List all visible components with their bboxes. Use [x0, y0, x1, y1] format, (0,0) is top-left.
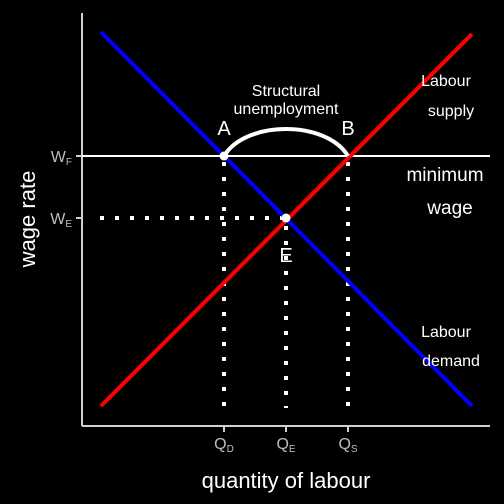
structural-unemployment-label-line1: Structural — [252, 83, 320, 100]
labour-supply-label-line2: supply — [428, 103, 474, 120]
point-a-marker — [219, 151, 229, 161]
point-e-marker — [281, 213, 291, 223]
minimum-wage-label-line1: minimum — [406, 165, 483, 186]
x-tick-qe: QE — [276, 436, 295, 455]
x-axis-title: quantity of labour — [202, 468, 371, 493]
y-tick-we: WE — [50, 211, 72, 230]
minimum-wage-label-line2: wage — [426, 198, 472, 219]
y-tick-wf: WF — [51, 149, 72, 168]
point-b-label: B — [341, 118, 354, 140]
point-a-label: A — [217, 118, 231, 140]
labour-demand-label-line2: demand — [422, 353, 480, 370]
y-axis-title: wage rate — [15, 171, 40, 269]
x-tick-qd: QD — [214, 436, 234, 455]
structural-unemployment-label-line2: unemployment — [234, 101, 340, 118]
labour-demand-label-line1: Labour — [421, 324, 471, 341]
x-tick-qs: QS — [338, 436, 357, 455]
structural-unemployment-arc — [222, 127, 350, 158]
labour-supply-label-line1: Labour — [421, 73, 471, 90]
point-e-label: E — [279, 245, 292, 267]
